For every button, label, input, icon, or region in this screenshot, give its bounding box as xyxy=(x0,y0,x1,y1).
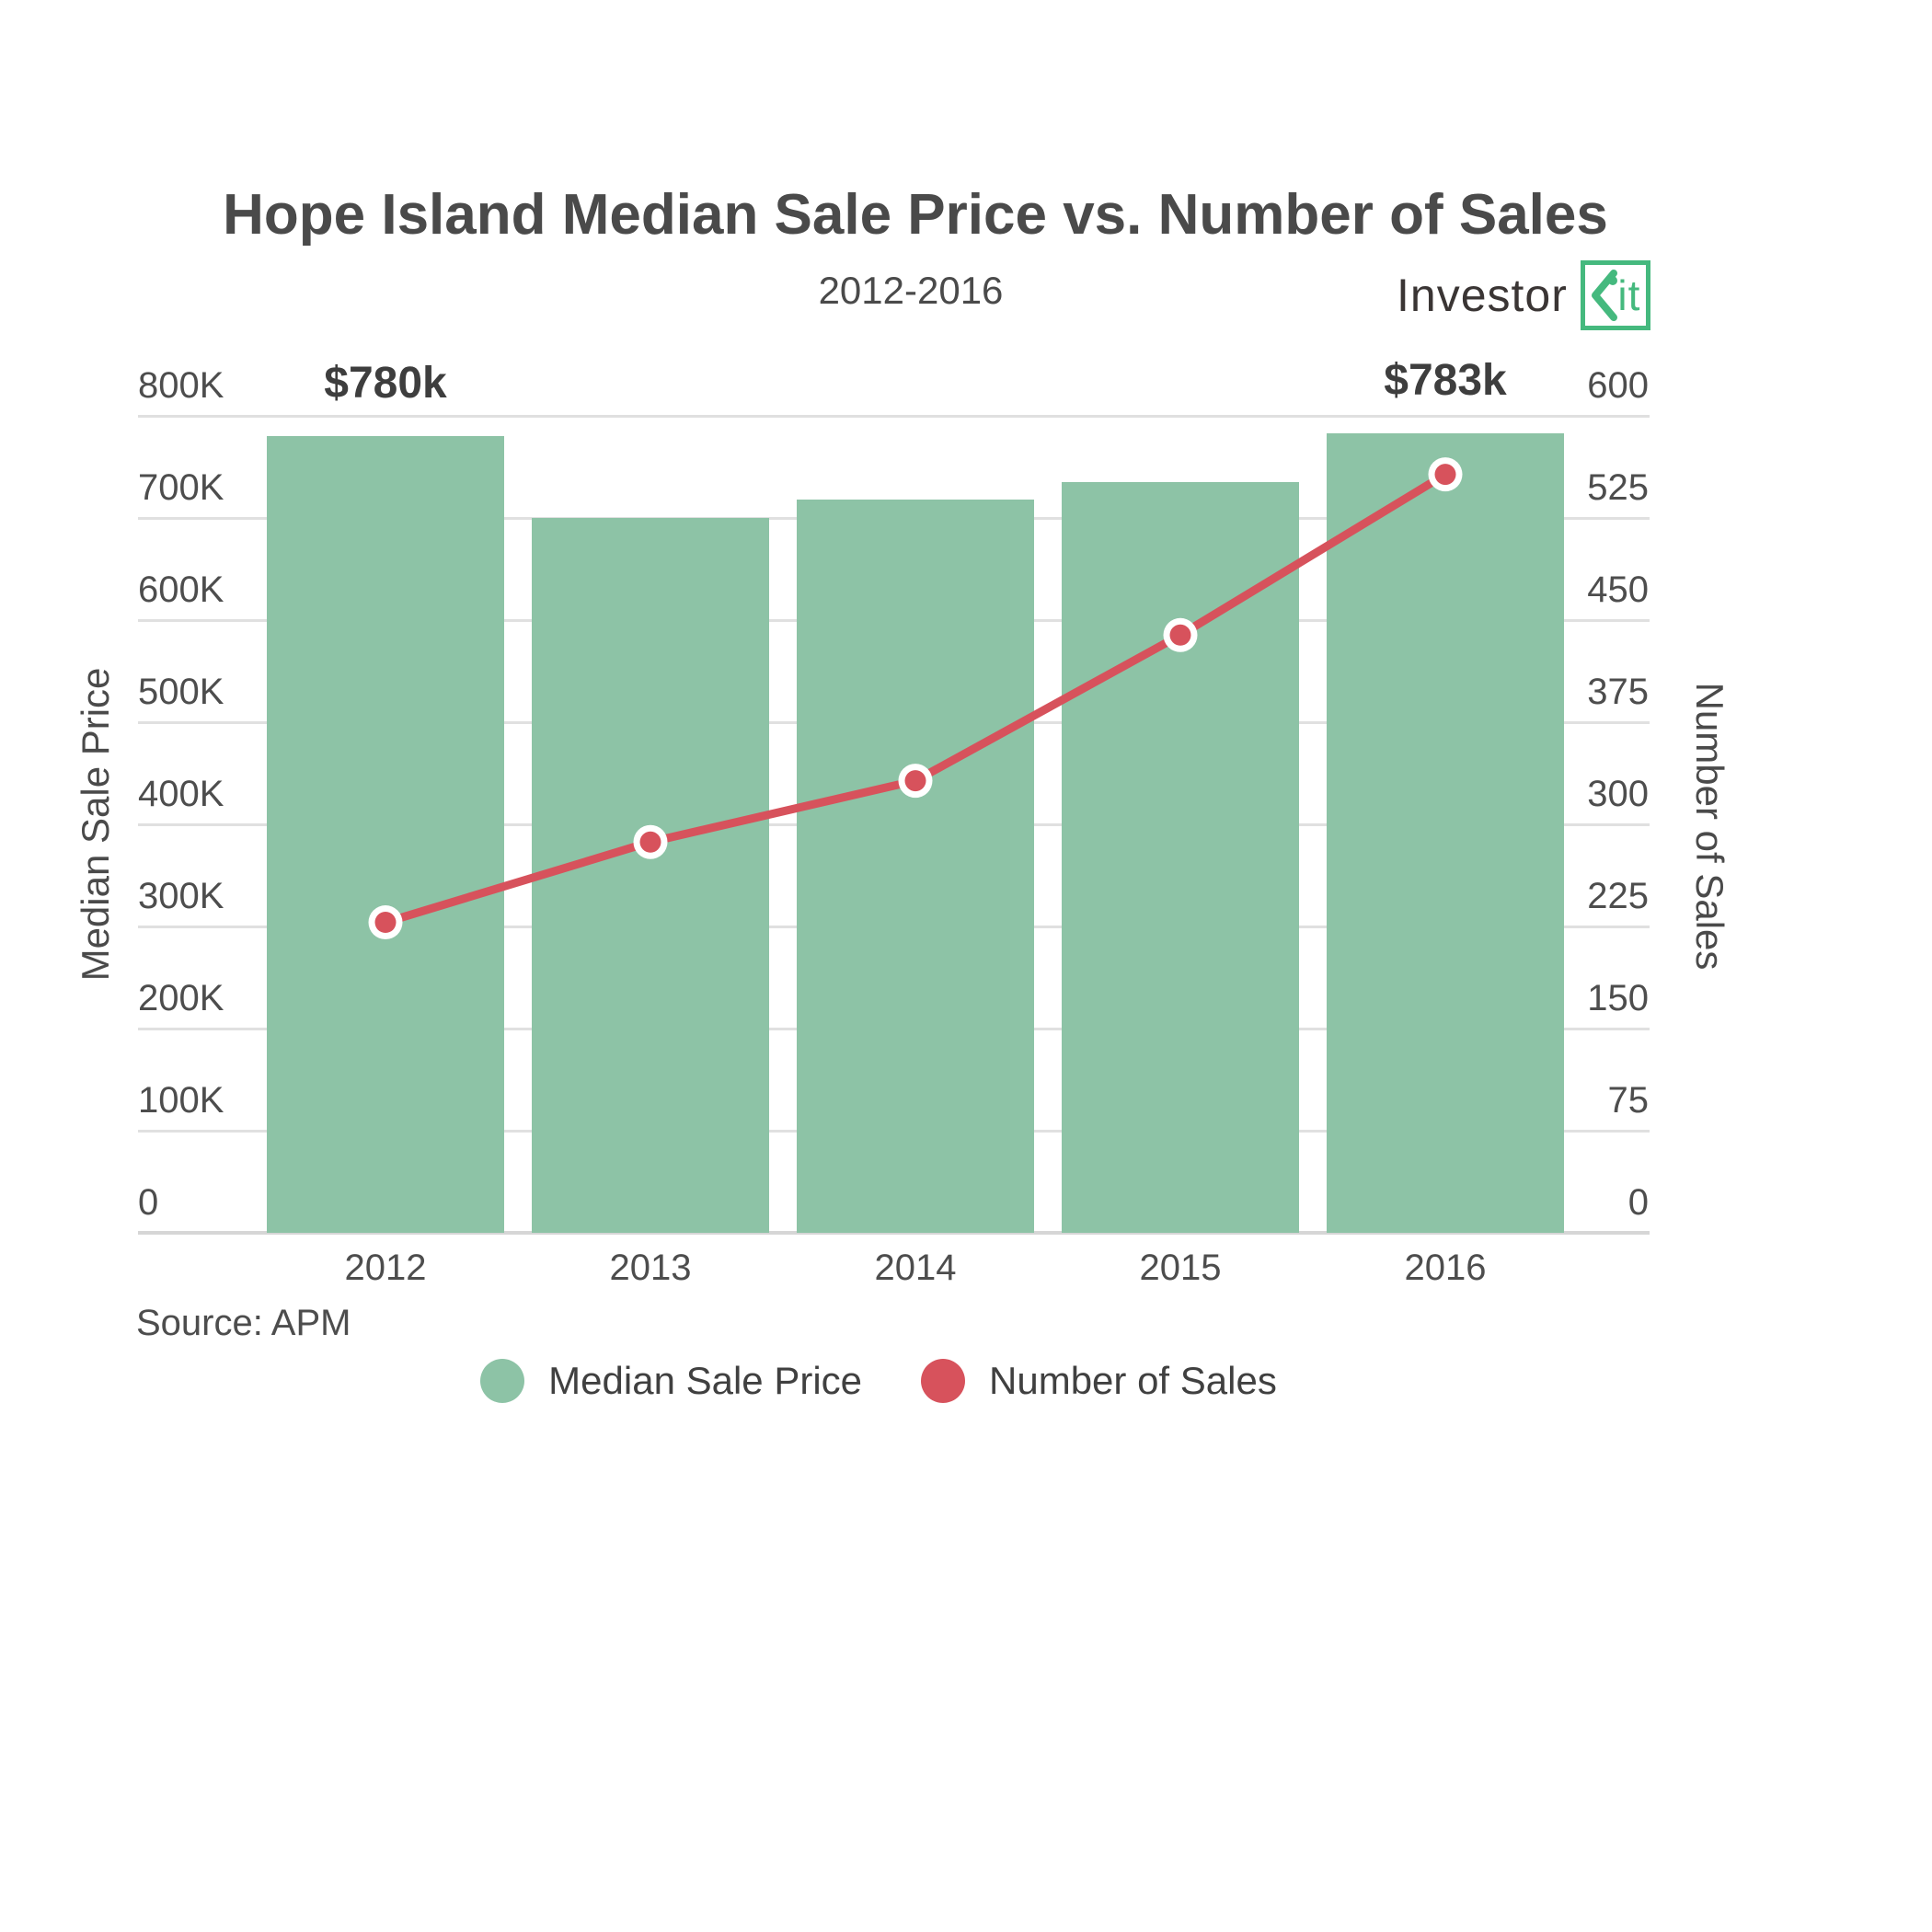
bar-2014[interactable] xyxy=(797,500,1034,1233)
x-tick-label-2013: 2013 xyxy=(609,1248,692,1288)
x-tick-label-2016: 2016 xyxy=(1404,1248,1487,1288)
right-axis-tick-label: 75 xyxy=(1607,1080,1650,1121)
bar-value-label-2012: $780k xyxy=(324,359,447,408)
right-axis-tick-label: 0 xyxy=(1627,1182,1649,1223)
left-axis-tick-label: 300K xyxy=(138,876,224,916)
left-axis-tick-label: 500K xyxy=(138,672,224,712)
line-point-2013[interactable] xyxy=(633,824,668,859)
x-axis-baseline xyxy=(138,1231,1650,1235)
left-axis-tick-label: 200K xyxy=(138,978,224,1018)
chart-title: Hope Island Median Sale Price vs. Number… xyxy=(223,183,1608,247)
left-axis-tick-label: 800K xyxy=(138,365,224,406)
right-axis-tick-label: 225 xyxy=(1587,876,1649,916)
logo-it-text: it xyxy=(1617,271,1641,319)
line-point-2014[interactable] xyxy=(898,764,933,799)
logo-kit-box: it xyxy=(1580,260,1650,330)
logo-k-chevron-icon xyxy=(1592,270,1618,321)
line-point-2015[interactable] xyxy=(1163,617,1198,652)
gridline xyxy=(138,415,1650,418)
legend-item[interactable]: Number of Sales xyxy=(921,1359,1277,1403)
right-axis-tick-label: 300 xyxy=(1587,774,1649,814)
sales-line xyxy=(381,470,1450,927)
bar-2016[interactable] xyxy=(1327,432,1564,1233)
legend-item[interactable]: Median Sale Price xyxy=(480,1359,862,1403)
bar-value-label-2016: $783k xyxy=(1384,355,1507,405)
bar-2013[interactable] xyxy=(532,518,769,1233)
bar-2012[interactable] xyxy=(267,436,504,1233)
right-axis-tick-label: 600 xyxy=(1587,365,1649,406)
left-axis-tick-label: 400K xyxy=(138,774,224,814)
legend: Median Sale Price Number of Sales xyxy=(0,1351,1757,1411)
legend-swatch-icon xyxy=(921,1359,966,1403)
right-axis-tick-label: 375 xyxy=(1587,672,1649,712)
legend-label: Number of Sales xyxy=(989,1359,1277,1402)
x-tick-label-2012: 2012 xyxy=(344,1248,427,1288)
x-tick-label-2014: 2014 xyxy=(874,1248,957,1288)
left-axis-tick-label: 600K xyxy=(138,569,224,610)
x-tick-label-2015: 2015 xyxy=(1139,1248,1222,1288)
legend-swatch-icon xyxy=(480,1359,525,1403)
right-axis-title: Number of Sales xyxy=(1688,682,1731,971)
investorkit-logo: Investor it xyxy=(1397,259,1650,331)
right-axis-tick-label: 150 xyxy=(1587,978,1649,1018)
right-axis-tick-label: 525 xyxy=(1587,467,1649,508)
left-axis-tick-label: 0 xyxy=(138,1182,159,1223)
legend-label: Median Sale Price xyxy=(548,1359,863,1402)
left-axis-tick-label: 100K xyxy=(138,1080,224,1121)
left-axis-title: Median Sale Price xyxy=(74,667,117,982)
line-point-2012[interactable] xyxy=(368,905,403,940)
line-point-2016[interactable] xyxy=(1428,457,1463,492)
bar-2015[interactable] xyxy=(1062,482,1299,1233)
source-note: Source: APM xyxy=(136,1303,351,1343)
logo-investor-text: Investor xyxy=(1397,270,1568,321)
right-axis-tick-label: 450 xyxy=(1587,569,1649,610)
chart-subtitle: 2012-2016 xyxy=(818,269,1004,312)
left-axis-tick-label: 700K xyxy=(138,467,224,508)
